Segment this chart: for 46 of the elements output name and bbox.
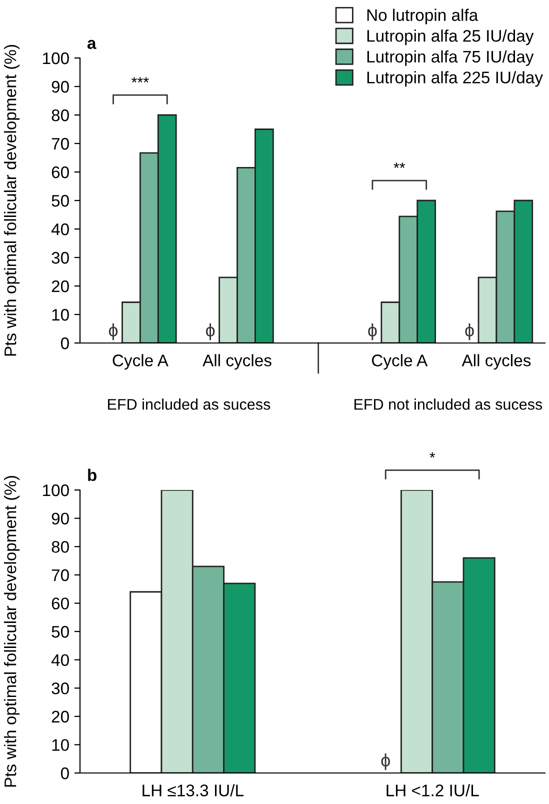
- y-tick-label: 80: [52, 541, 69, 553]
- y-tick-label: 80: [52, 109, 69, 122]
- y-tick-label: 40: [51, 654, 69, 666]
- y-tick-label: 10: [52, 308, 69, 321]
- text: ϕ: [465, 323, 474, 340]
- x-tick-label: Cycle A: [372, 354, 428, 370]
- y-tick-label: 0: [60, 767, 69, 780]
- y-tick-label: 30: [52, 682, 69, 694]
- annotation: **: [394, 162, 406, 168]
- y-tick-label: 70: [52, 138, 69, 150]
- x-tick-label: LH ≤13.3 IU/L: [142, 784, 244, 796]
- text: ϕ: [368, 323, 377, 340]
- y-axis-title: Pts with optimal follicular development (%): [4, 44, 20, 356]
- x-tick-label: All cycles: [462, 354, 531, 370]
- y-tick-label: 50: [52, 194, 69, 207]
- text: *: [430, 452, 436, 458]
- x-tick-label: All cycles: [202, 354, 272, 370]
- text: ϕ: [206, 323, 215, 340]
- legend-label: Lutropin alfa 25 IU/day: [367, 30, 534, 46]
- legend-label: No lutropin alfa: [367, 8, 478, 24]
- legend-label: Lutropin alfa 75 IU/day: [367, 50, 534, 66]
- text: EFD not included as sucess: [354, 398, 542, 410]
- y-axis-title: Pts with optimal follicular development (%): [4, 476, 20, 787]
- y-tick-label: 30: [52, 252, 69, 264]
- legend-label: Lutropin alfa 225 IU/day: [367, 71, 543, 87]
- y-tick-label: 60: [52, 598, 69, 610]
- y-tick-label: 20: [52, 710, 69, 723]
- y-tick-label: 70: [52, 569, 69, 582]
- annotation: ***: [132, 77, 149, 82]
- x-tick-label: LH <1.2 IU/L: [386, 784, 479, 796]
- x-tick-label: Cycle A: [112, 354, 168, 370]
- y-tick-label: 100: [43, 52, 69, 64]
- y-tick-label: 40: [51, 223, 69, 236]
- y-tick-label: 20: [52, 280, 69, 292]
- y-tick-label: 50: [52, 626, 69, 638]
- y-tick-label: 90: [52, 80, 69, 93]
- text: ϕ: [381, 753, 390, 770]
- y-tick-label: 100: [43, 484, 69, 496]
- y-tick-label: 60: [52, 166, 69, 178]
- chart-title: a: [87, 40, 96, 50]
- text: ϕ: [108, 323, 118, 340]
- y-tick-label: 10: [52, 739, 69, 751]
- chart-title: b: [88, 468, 96, 482]
- y-tick-label: 0: [60, 337, 69, 350]
- text: EFD included as sucess: [108, 398, 270, 410]
- y-tick-label: 90: [52, 512, 69, 525]
